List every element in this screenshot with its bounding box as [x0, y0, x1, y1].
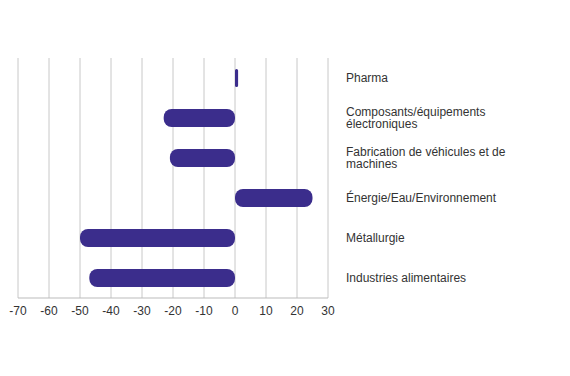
svg-text:Fabrication de véhicules et de: Fabrication de véhicules et demachines [346, 145, 506, 171]
svg-text:10: 10 [259, 304, 273, 318]
svg-text:Pharma: Pharma [346, 71, 388, 85]
svg-text:-20: -20 [164, 304, 182, 318]
svg-text:-60: -60 [40, 304, 58, 318]
svg-text:Composants/équipementsélectron: Composants/équipementsélectroniques [346, 105, 485, 131]
svg-text:20: 20 [290, 304, 304, 318]
svg-text:Industries alimentaires: Industries alimentaires [346, 271, 466, 285]
svg-text:30: 30 [321, 304, 335, 318]
svg-text:Énergie/Eau/Environnement: Énergie/Eau/Environnement [346, 190, 497, 205]
svg-text:-40: -40 [102, 304, 120, 318]
svg-text:-50: -50 [71, 304, 89, 318]
svg-text:0: 0 [232, 304, 239, 318]
svg-text:-70: -70 [9, 304, 27, 318]
svg-text:-30: -30 [133, 304, 151, 318]
svg-text:Métallurgie: Métallurgie [346, 231, 405, 245]
svg-text:-10: -10 [195, 304, 213, 318]
